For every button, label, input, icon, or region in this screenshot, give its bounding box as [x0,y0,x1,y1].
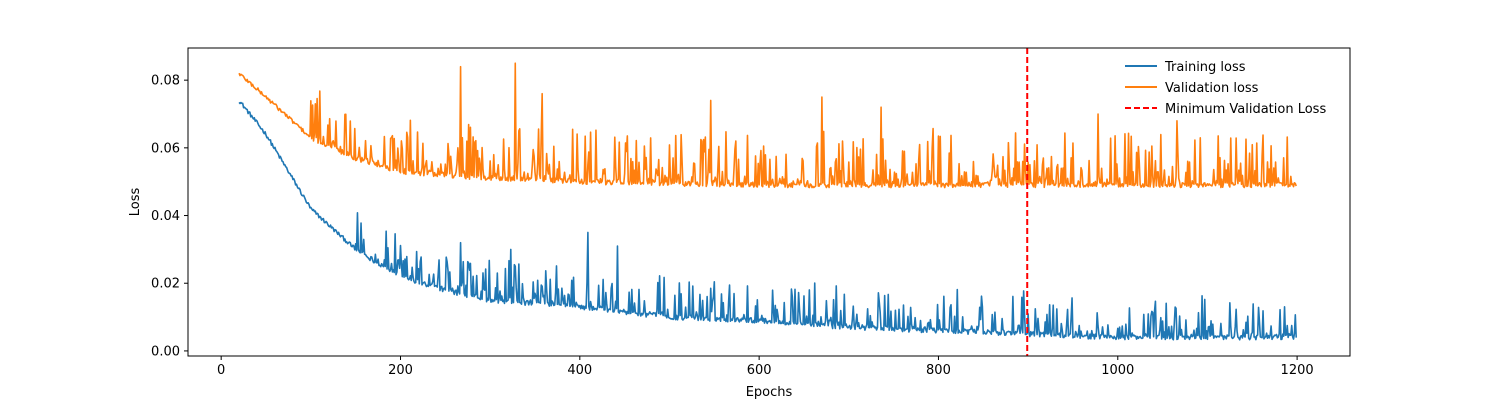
legend-label-training: Training loss [1164,60,1246,75]
x-tick-label: 800 [926,363,951,378]
x-tick-label: 1200 [1281,363,1314,378]
x-tick-label: 0 [217,363,225,378]
y-tick-label: 0.02 [151,277,180,292]
x-tick-label: 600 [747,363,772,378]
x-axis-ticks: 0 200 400 600 800 1000 1200 [217,356,1314,378]
x-tick-label: 1000 [1101,363,1134,378]
series-line-validation [238,62,1297,189]
y-axis-label: Loss [128,188,143,217]
y-tick-label: 0.00 [151,344,180,359]
x-tick-label: 400 [567,363,592,378]
legend-label-minimum: Minimum Validation Loss [1165,102,1326,117]
plot-frame [187,47,1351,357]
legend-label-validation: Validation loss [1165,81,1259,96]
x-tick-label: 200 [388,363,413,378]
y-tick-label: 0.04 [151,209,180,224]
y-axis-ticks: 0.00 0.02 0.04 0.06 0.08 [151,74,188,359]
series-layer [238,62,1297,341]
legend: Training loss Validation loss Minimum Va… [1125,60,1326,117]
series-line-training [238,101,1297,341]
y-tick-label: 0.06 [151,141,180,156]
x-axis-label: Epochs [746,385,793,400]
y-tick-label: 0.08 [151,74,180,89]
